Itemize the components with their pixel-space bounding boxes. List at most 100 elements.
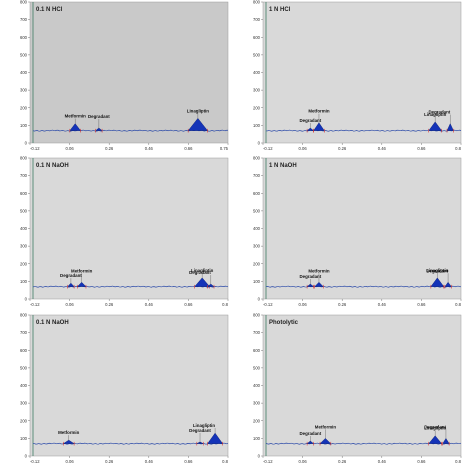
- x-tick-label: 0.66: [417, 146, 426, 151]
- x-tick-label: 0.06: [299, 146, 308, 151]
- chart-title: 0.1 N NaOH: [36, 163, 69, 169]
- peak-label: Degradant: [424, 424, 446, 429]
- y-tick-label: 100: [253, 436, 261, 441]
- peak-degradant: [306, 127, 315, 131]
- peak-label: Metformin: [315, 424, 337, 429]
- y-tick-label: 0: [25, 141, 28, 146]
- peak-metformin: [76, 281, 87, 287]
- x-tick-label: 0.46: [378, 459, 387, 464]
- chromatogram-panel: 0 100 200 300 400 500 600 700 800 -0.12 0.06 0.26 0.…: [233, 313, 465, 469]
- y-tick-label: 300: [20, 401, 28, 406]
- y-tick-label: 300: [253, 88, 261, 93]
- y-tick-label: 500: [253, 52, 261, 57]
- x-tick-label: -0.12: [30, 302, 40, 307]
- peak-metformin: [69, 123, 81, 131]
- peak-degradant: [206, 283, 215, 287]
- y-tick-label: 500: [20, 365, 28, 370]
- x-tick-label: 0.06: [66, 459, 75, 464]
- peak-degradant: [196, 441, 204, 444]
- chromatogram-svg: 0 100 200 300 400 500 600 700 800 -0.12 0.06 0.26 0.…: [253, 0, 462, 151]
- peak-label: Degradant: [189, 270, 211, 275]
- peak-label: Metformin: [308, 109, 330, 114]
- chart-title: 0.1 N NaOH: [36, 320, 69, 326]
- peak-label: Metformin: [65, 114, 87, 119]
- plot-area: [262, 157, 462, 300]
- peak-metformin: [319, 438, 332, 444]
- y-tick-label: 600: [20, 191, 28, 196]
- y-tick-label: 200: [20, 418, 28, 423]
- y-tick-label: 600: [20, 35, 28, 40]
- x-tick-label: -0.12: [263, 459, 273, 464]
- peak-label: Linagliptin: [426, 268, 449, 273]
- y-tick-label: 300: [253, 401, 261, 406]
- peak-degradant: [446, 123, 454, 131]
- x-tick-label: 0.46: [145, 459, 154, 464]
- y-tick-label: 600: [253, 35, 261, 40]
- x-tick-label: 0.8: [222, 302, 228, 307]
- peak-linagliptin: [207, 432, 224, 444]
- x-tick-label: 0.06: [66, 146, 75, 151]
- x-tick-label: 0.46: [145, 146, 154, 151]
- x-tick-label: -0.12: [263, 302, 273, 307]
- x-tick-label: 0.26: [338, 146, 347, 151]
- y-tick-label: 0: [25, 454, 28, 459]
- chart-title: 0.1 N HCl: [36, 7, 63, 13]
- y-tick-label: 100: [253, 279, 261, 284]
- y-tick-label: 400: [253, 383, 261, 388]
- x-tick-label: 0.06: [299, 302, 308, 307]
- chart-title: 1 N HCl: [269, 7, 291, 13]
- chromatogram-svg: 0 100 200 300 400 500 600 700 800 -0.12 0.06 0.26 0.…: [20, 313, 229, 464]
- x-tick-label: 0.26: [105, 459, 114, 464]
- plot-area: [262, 314, 462, 457]
- x-tick-label: 0.75: [220, 146, 229, 151]
- y-tick-label: 100: [253, 123, 261, 128]
- y-tick-label: 300: [20, 88, 28, 93]
- peak-label: Degradant: [88, 114, 110, 119]
- y-tick-label: 200: [20, 105, 28, 110]
- y-tick-label: 400: [253, 70, 261, 75]
- y-tick-label: 100: [20, 436, 28, 441]
- y-tick-label: 100: [20, 279, 28, 284]
- chromatogram-svg: 0 100 200 300 400 500 600 700 800 -0.12 0.06 0.26 0.…: [253, 313, 462, 464]
- peak-linagliptin: [428, 435, 443, 444]
- x-tick-label: 0.26: [338, 459, 347, 464]
- peak-linagliptin: [194, 277, 211, 287]
- plot-area: [262, 1, 462, 144]
- y-tick-label: 0: [25, 297, 28, 302]
- y-tick-label: 700: [253, 17, 261, 22]
- x-tick-label: 0.8: [455, 146, 461, 151]
- peak-label: Degradant: [299, 431, 321, 436]
- peak-label: Linagliptin: [424, 426, 447, 431]
- y-tick-label: 400: [20, 383, 28, 388]
- x-tick-label: 0.66: [417, 459, 426, 464]
- chart-title: Photolytic: [269, 320, 299, 326]
- y-tick-label: 800: [253, 0, 261, 5]
- x-tick-label: 0.46: [378, 146, 387, 151]
- chromatogram-panel: 0 100 200 300 400 500 600 700 800 -0.12 0.06 0.26 0.…: [0, 313, 232, 469]
- x-tick-label: 0.26: [105, 302, 114, 307]
- chromatogram-svg: 0 100 200 300 400 500 600 700 800 -0.12 0.06 0.26 0.…: [20, 0, 229, 151]
- y-tick-label: 0: [258, 454, 261, 459]
- y-tick-label: 0: [258, 141, 261, 146]
- peak-metformin: [313, 122, 325, 131]
- peak-degradant: [442, 437, 450, 444]
- x-tick-label: 0.26: [338, 302, 347, 307]
- peak-label: Metformin: [308, 268, 330, 273]
- peak-degradant: [95, 127, 103, 131]
- peak-degradant: [67, 282, 75, 287]
- chromatogram-svg: 0 100 200 300 400 500 600 700 800 -0.12 0.06 0.26 0.…: [253, 156, 462, 307]
- y-tick-label: 700: [253, 330, 261, 335]
- chart-title: 1 N NaOH: [269, 163, 297, 169]
- x-tick-label: 0.66: [184, 459, 193, 464]
- peak-label: Linagliptin: [193, 423, 216, 428]
- y-tick-label: 400: [20, 226, 28, 231]
- y-tick-label: 700: [20, 330, 28, 335]
- peak-label: Degradant: [60, 273, 82, 278]
- y-tick-label: 500: [253, 365, 261, 370]
- x-tick-label: 0.46: [378, 302, 387, 307]
- chromatogram-panel: 0 100 200 300 400 500 600 700 800 -0.12 0.06 0.26 0.…: [233, 0, 465, 156]
- x-tick-label: 0.66: [184, 302, 193, 307]
- chromatogram-panel: 0 100 200 300 400 500 600 700 800 -0.12 0.06 0.26 0.…: [0, 156, 232, 312]
- x-tick-label: 0.26: [105, 146, 114, 151]
